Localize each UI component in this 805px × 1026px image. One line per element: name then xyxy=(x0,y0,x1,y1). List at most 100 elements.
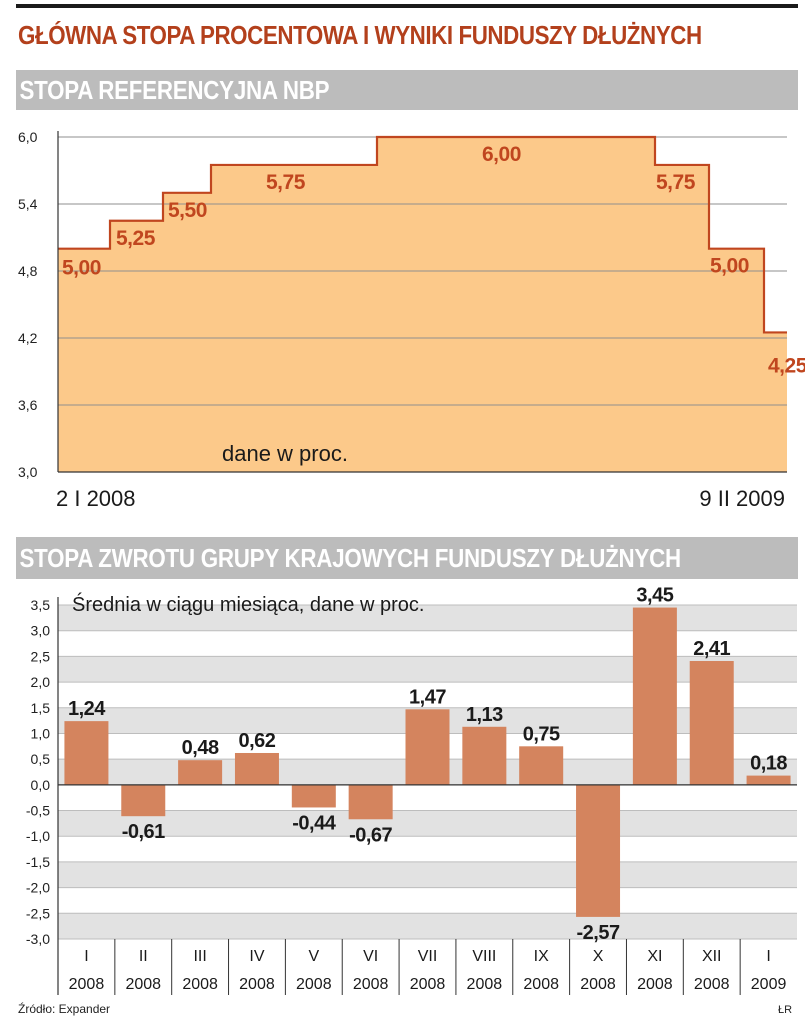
y-tick-label: 4,2 xyxy=(18,330,38,346)
y-tick-label: -0,5 xyxy=(26,803,50,819)
bar xyxy=(746,775,791,785)
step-value-label: 5,50 xyxy=(168,199,207,222)
y-tick-label: -2,5 xyxy=(26,905,50,921)
top-rule xyxy=(16,4,798,8)
x-year-label: 2008 xyxy=(182,976,218,993)
x-month-label: II xyxy=(139,948,148,965)
x-month-label: I xyxy=(766,948,770,965)
x-year-label: 2008 xyxy=(296,976,332,993)
x-month-label: V xyxy=(308,948,319,965)
y-tick-label: 6,0 xyxy=(18,129,38,145)
bar-value-label: 1,24 xyxy=(68,698,106,720)
step-value-label: 5,75 xyxy=(266,171,306,194)
y-tick-label: -2,0 xyxy=(26,880,50,896)
x-year-label: 2008 xyxy=(580,976,616,993)
step-value-label: 5,75 xyxy=(656,171,696,194)
bar xyxy=(519,746,564,785)
x-end-label: 9 II 2009 xyxy=(699,486,785,511)
chart1-title: STOPA REFERENCYJNA NBP xyxy=(19,75,330,105)
step-value-label: 6,00 xyxy=(482,143,521,166)
bar xyxy=(234,752,279,785)
x-month-label: VIII xyxy=(472,948,496,965)
source-note: Źródło: Expander xyxy=(18,1002,111,1016)
x-year-label: 2008 xyxy=(353,976,389,993)
bar-value-label: 0,75 xyxy=(523,723,560,745)
y-tick-label: 2,5 xyxy=(31,648,51,664)
y-tick-label: -1,0 xyxy=(26,828,50,844)
bar xyxy=(462,726,507,785)
chart2-subtitle: Średnia w ciągu miesiąca, dane w proc. xyxy=(72,592,424,616)
x-year-label: 2008 xyxy=(239,976,275,993)
bar xyxy=(348,784,393,820)
chart1-title-band: STOPA REFERENCYJNA NBP xyxy=(16,70,798,110)
credit: ŁR xyxy=(778,1004,793,1016)
y-tick-label: 1,5 xyxy=(31,700,51,716)
x-year-label: 2008 xyxy=(637,976,673,993)
y-tick-label: -1,5 xyxy=(26,854,50,870)
x-year-label: 2008 xyxy=(523,976,559,993)
x-month-label: XI xyxy=(647,948,662,965)
bar-value-label: -2,57 xyxy=(576,922,619,944)
bar xyxy=(178,760,223,785)
y-tick-label: 0,5 xyxy=(31,751,51,767)
x-month-label: IX xyxy=(534,948,549,965)
x-start-label: 2 I 2008 xyxy=(56,486,136,511)
main-title: GŁÓWNA STOPA PROCENTOWA I WYNIKI FUNDUSZ… xyxy=(18,20,702,50)
units-annotation: dane w proc. xyxy=(222,441,348,466)
x-month-label: XII xyxy=(702,948,722,965)
x-month-label: VI xyxy=(363,948,378,965)
bar-value-label: 3,45 xyxy=(636,585,673,607)
grid-stripe xyxy=(58,861,797,888)
y-tick-label: 0,0 xyxy=(31,777,51,793)
bar-value-label: 1,47 xyxy=(409,686,446,708)
bar-value-label: 0,48 xyxy=(182,737,219,759)
rate-line xyxy=(58,135,787,334)
y-tick-label: 1,0 xyxy=(31,725,51,741)
x-year-label: 2009 xyxy=(751,976,787,993)
y-tick-label: 2,0 xyxy=(31,674,51,690)
y-tick-label: 3,0 xyxy=(31,623,51,639)
bar xyxy=(576,784,621,917)
bar-value-label: -0,61 xyxy=(122,821,165,843)
x-year-label: 2008 xyxy=(467,976,503,993)
bar-value-label: -0,44 xyxy=(292,812,336,834)
y-tick-label: 4,8 xyxy=(18,263,38,279)
bar xyxy=(405,709,450,785)
y-tick-label: 5,4 xyxy=(18,196,38,212)
x-year-label: 2008 xyxy=(125,976,161,993)
bar xyxy=(121,784,166,817)
grid-stripe xyxy=(58,913,797,939)
bar-value-label: 0,18 xyxy=(750,753,787,775)
y-tick-label: -3,0 xyxy=(26,931,50,947)
y-tick-label: 3,0 xyxy=(18,464,38,480)
y-tick-label: 3,6 xyxy=(18,397,38,413)
x-year-label: 2008 xyxy=(410,976,446,993)
bar xyxy=(291,784,336,808)
grid-stripe xyxy=(58,656,797,683)
x-month-label: X xyxy=(593,948,604,965)
chart2-title-band: STOPA ZWROTU GRUPY KRAJOWYCH FUNDUSZY DŁ… xyxy=(16,537,798,579)
step-value-label: 5,00 xyxy=(62,257,101,280)
y-tick-label: 3,5 xyxy=(31,597,51,613)
x-month-label: I xyxy=(84,948,88,965)
grid-stripe xyxy=(58,810,797,837)
x-month-label: IV xyxy=(249,948,264,965)
bar-value-label: 1,13 xyxy=(466,704,503,726)
bar-value-label: 0,62 xyxy=(238,730,275,752)
rate-area xyxy=(58,137,787,472)
reference-rate-chart: 6,0 5,4 4,8 4,2 3,6 3,0 5,00 5,25 5,50 5,75 6,00 5,… xyxy=(18,129,805,511)
x-year-label: 2008 xyxy=(694,976,730,993)
step-value-label: 4,25 xyxy=(768,354,805,377)
bar-value-label: -0,67 xyxy=(349,824,392,846)
bar xyxy=(632,607,677,785)
bar xyxy=(689,661,734,785)
chart2-title: STOPA ZWROTU GRUPY KRAJOWYCH FUNDUSZY DŁ… xyxy=(19,543,681,573)
x-year-label: 2008 xyxy=(69,976,105,993)
x-month-label: VII xyxy=(418,948,438,965)
bar xyxy=(64,721,109,785)
bar-value-label: 2,41 xyxy=(693,638,730,660)
x-month-label: III xyxy=(193,948,206,965)
step-value-label: 5,25 xyxy=(116,227,156,250)
step-value-label: 5,00 xyxy=(710,255,749,278)
